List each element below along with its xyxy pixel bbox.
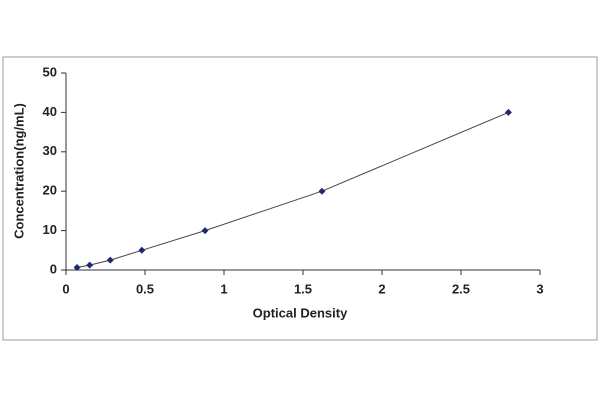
y-tick-label: 0 [50,261,57,276]
x-tick-label: 3 [536,281,543,296]
y-tick-label: 50 [43,64,57,79]
data-point [318,187,326,195]
y-tick-label: 40 [43,104,57,119]
x-tick-label: 2 [378,281,385,296]
x-tick-label: 0.5 [136,281,154,296]
y-tick-label: 10 [43,222,57,237]
data-point [106,256,114,264]
x-tick-label: 2.5 [452,281,470,296]
y-axis-label: Concentration(ng/mL) [11,103,26,239]
data-point [86,261,94,269]
data-point [201,227,209,235]
x-tick-label: 0 [62,281,69,296]
x-tick-label: 1.5 [294,281,312,296]
data-point [138,246,146,254]
y-tick-label: 30 [43,143,57,158]
y-tick-label: 20 [43,183,57,198]
x-tick-label: 1 [220,281,227,296]
x-axis-label: Optical Density [253,305,348,320]
data-point [504,108,512,116]
data-point [73,264,81,272]
